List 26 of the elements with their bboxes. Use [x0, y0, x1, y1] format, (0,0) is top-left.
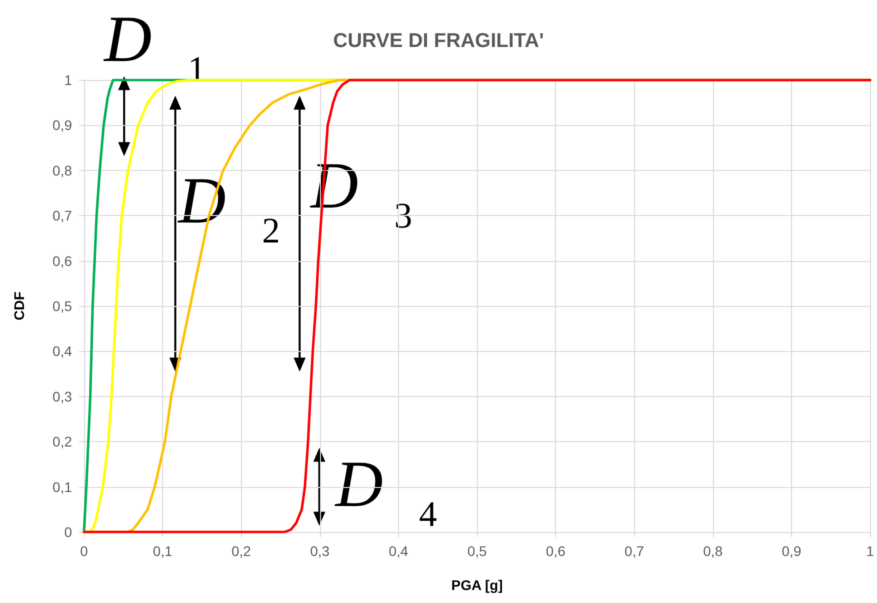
x-tick-label: 0,1: [152, 543, 173, 559]
chart-title: CURVE DI FRAGILITA': [333, 30, 544, 52]
y-tick-label: 0,8: [52, 162, 72, 178]
y-tick-label: 0,3: [52, 388, 72, 404]
x-tick-label: 0,2: [231, 543, 252, 559]
y-tick-label: 0,2: [52, 434, 72, 450]
y-tick-label: 0,4: [52, 343, 72, 360]
annotation: D$_{4}$: [334, 448, 437, 534]
y-tick-label: 1: [64, 72, 72, 88]
y-tick-label: 0,9: [52, 117, 72, 134]
x-tick-label: 1: [866, 543, 874, 559]
x-tick-label: 0,5: [467, 543, 487, 559]
y-tick-label: 0: [64, 524, 72, 540]
x-tick-label: 0,9: [782, 543, 802, 559]
y-tick-label: 0,5: [52, 298, 72, 314]
x-tick-label: 0: [80, 543, 88, 559]
y-axis-title: CDF: [11, 291, 27, 320]
x-tick-label: 0,6: [546, 543, 566, 559]
x-tick-label: 0,8: [703, 543, 723, 559]
x-tick-label: 0,4: [388, 543, 408, 559]
y-tick-label: 0,1: [52, 478, 72, 495]
x-tick-label: 0,7: [624, 543, 644, 559]
x-axis-title: PGA [g]: [451, 577, 503, 593]
y-tick-label: 0,7: [52, 208, 72, 224]
y-tick-label: 0,6: [52, 252, 72, 269]
x-tick-label: 0,3: [310, 543, 330, 559]
